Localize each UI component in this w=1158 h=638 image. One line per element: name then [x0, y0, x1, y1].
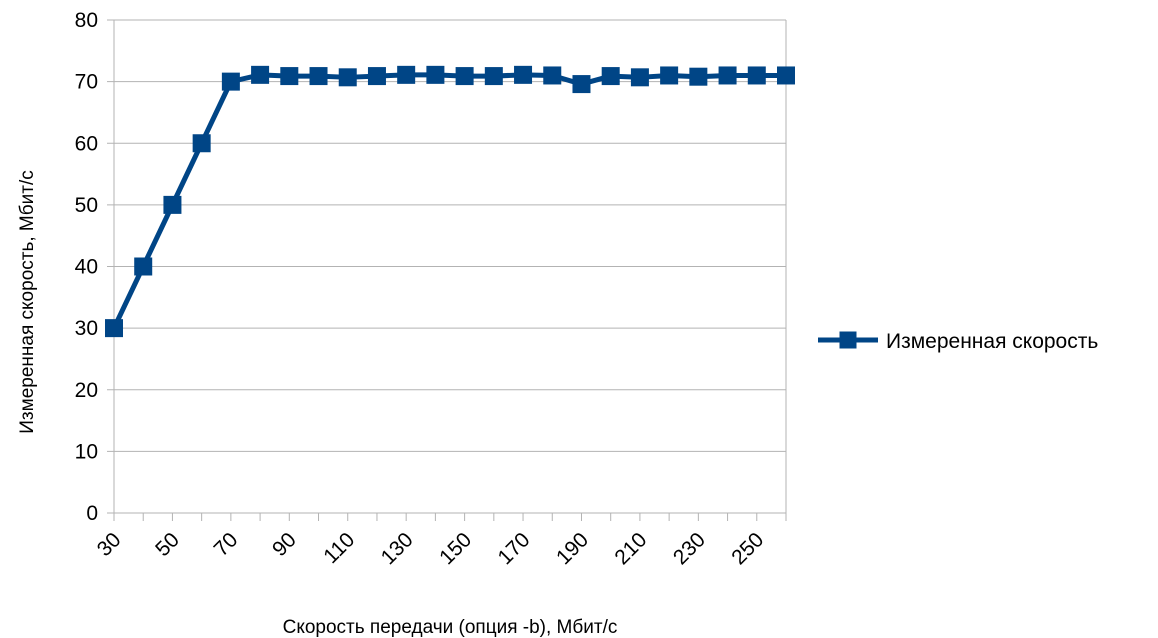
data-point-marker — [455, 67, 474, 86]
y-tick-label: 30 — [75, 317, 98, 340]
x-tick-label: 50 — [151, 528, 184, 561]
data-point-marker — [426, 65, 445, 84]
data-point-marker — [514, 65, 533, 84]
data-point-marker — [309, 67, 328, 86]
data-point-marker — [280, 67, 299, 86]
y-tick-label: 50 — [75, 194, 98, 217]
legend-marker-sample — [839, 331, 857, 349]
data-point-marker — [572, 75, 591, 94]
grid-lines — [114, 19, 786, 452]
x-axis-title: Скорость передачи (опция -b), Мбит/с — [283, 617, 618, 638]
x-tick-label: 90 — [268, 528, 301, 561]
x-tick-label: 170 — [494, 528, 535, 569]
y-tick-label: 40 — [75, 256, 98, 279]
x-tick-label: 230 — [669, 528, 710, 569]
data-point-marker — [163, 195, 182, 214]
series-markers — [105, 65, 795, 338]
data-point-marker — [134, 257, 153, 276]
data-point-marker — [397, 65, 416, 84]
x-tick-label: 250 — [727, 528, 768, 569]
data-point-marker — [689, 67, 708, 86]
data-point-marker — [601, 67, 620, 86]
x-axis-tick-labels: 30 50 70 90 110 130 150 170 190 210 230 250 — [93, 528, 769, 569]
x-tick-label: 30 — [93, 528, 126, 561]
data-point-marker — [630, 68, 649, 87]
x-tick-label: 70 — [210, 528, 243, 561]
data-point-marker — [105, 319, 123, 338]
data-point-marker — [718, 66, 737, 85]
y-axis-title: Измеренная скорость, Мбит/с — [17, 170, 38, 433]
x-tick-label: 190 — [552, 528, 593, 569]
data-point-marker — [338, 68, 357, 87]
y-axis-tick-labels: 0 10 20 30 40 50 60 70 80 — [75, 9, 98, 525]
series-line-group — [111, 72, 786, 330]
data-point-marker — [192, 134, 211, 153]
series-line — [111, 72, 786, 330]
y-tick-label: 20 — [75, 379, 98, 402]
legend: Измеренная скорость — [818, 330, 1098, 353]
y-tick-label: 60 — [75, 132, 98, 155]
x-tick-label: 150 — [435, 528, 476, 569]
data-point-marker — [221, 72, 240, 91]
x-tick-label: 130 — [377, 528, 418, 569]
data-point-marker — [777, 66, 795, 85]
x-tick-label: 110 — [319, 528, 359, 568]
data-point-marker — [484, 67, 503, 86]
data-point-marker — [660, 66, 679, 85]
data-point-marker — [747, 66, 766, 85]
y-tick-label: 70 — [75, 71, 98, 94]
y-tick-label: 80 — [75, 9, 98, 32]
legend-label: Измеренная скорость — [886, 330, 1098, 353]
axes — [107, 19, 787, 521]
data-point-marker — [367, 67, 386, 86]
y-tick-label: 0 — [86, 502, 98, 525]
x-tick-label: 210 — [610, 528, 651, 569]
data-point-marker — [543, 66, 562, 85]
data-point-marker — [251, 65, 270, 84]
y-tick-label: 10 — [75, 440, 98, 463]
